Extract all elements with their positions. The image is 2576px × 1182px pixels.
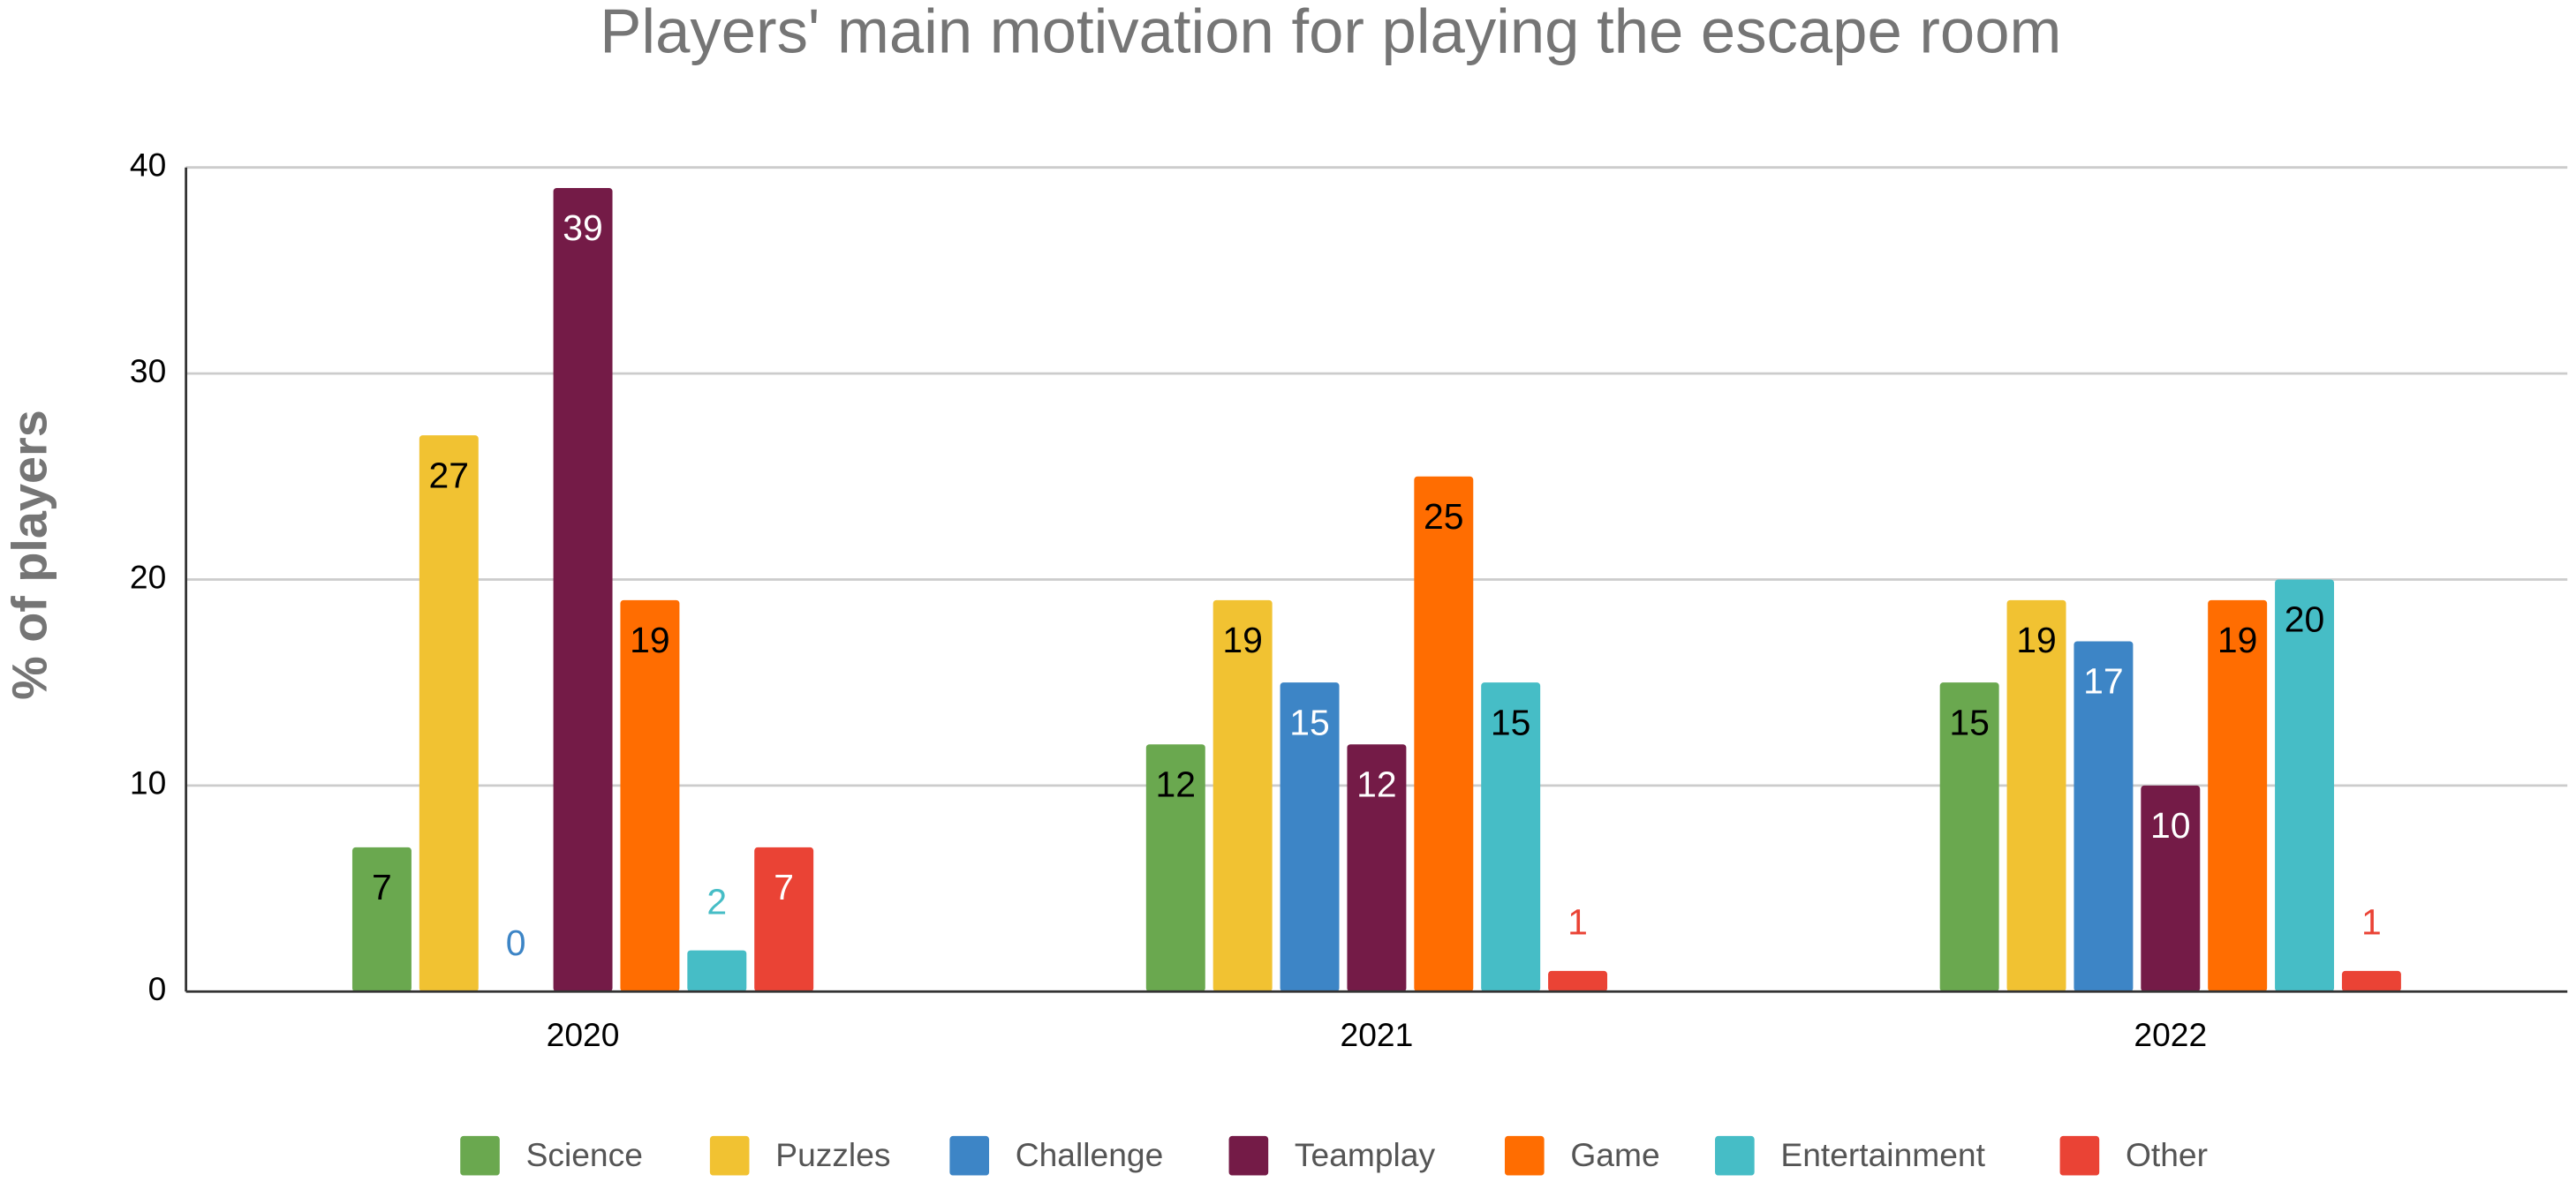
bar [1280,682,1340,992]
bar [2074,641,2134,992]
data-label: 19 [1222,620,1263,660]
x-tick-label: 2021 [1341,1016,1414,1053]
legend-swatch [949,1135,990,1176]
y-tick-label: 30 [130,352,166,389]
data-label: 7 [372,867,392,907]
bar [1212,599,1273,992]
y-tick-label: 20 [130,558,166,595]
bar [687,950,747,992]
x-tick-label: 2020 [547,1016,620,1053]
bar [2341,970,2401,992]
data-label: 19 [630,620,670,660]
bar [1414,476,1474,992]
legend-label: Challenge [1016,1136,1163,1173]
data-label: 1 [1568,902,1588,943]
data-label: 15 [1289,702,1330,742]
legend-swatch [1228,1135,1269,1176]
legend-label: Entertainment [1780,1136,1985,1173]
bar [1347,744,1407,992]
legend-label: Science [526,1136,643,1173]
data-label: 20 [2285,599,2325,640]
data-label: 15 [1949,702,1990,742]
legend-swatch [1504,1135,1545,1176]
data-label: 7 [774,867,794,907]
bar [2275,579,2335,992]
bar [2006,599,2066,992]
bar [553,188,613,992]
y-tick-label: 10 [130,764,166,802]
bar [2208,599,2268,992]
legend-label: Puzzles [775,1136,890,1173]
data-label: 12 [1356,764,1397,804]
bar [2141,785,2201,992]
legend-swatch [460,1135,500,1176]
legend-label: Game [1570,1136,1659,1173]
legend-label: Other [2126,1136,2208,1173]
bar [1548,970,1608,992]
legend-swatch [709,1135,750,1176]
data-label: 39 [563,207,603,248]
data-label: 0 [506,922,526,963]
y-axis-label: % of players [1,410,57,700]
bar [1939,682,1999,992]
data-label: 2 [706,881,727,922]
legend-swatch [1715,1135,1755,1176]
bar [1481,682,1541,992]
data-label: 15 [1491,702,1531,742]
bar [419,435,479,992]
legend-swatch [2059,1135,2100,1176]
bar [754,847,814,992]
data-label: 19 [2217,620,2258,660]
data-label: 1 [2361,902,2382,943]
data-label: 19 [2016,620,2057,660]
legend-label: Teamplay [1295,1136,1436,1173]
x-tick-label: 2022 [2134,1016,2207,1053]
y-tick-label: 0 [148,970,167,1007]
data-label: 10 [2150,805,2191,846]
bar [351,847,412,992]
data-label: 27 [429,455,470,495]
y-tick-label: 40 [130,147,166,184]
chart-title: Players' main motivation for playing the… [600,0,2061,66]
data-label: 25 [1424,496,1464,537]
data-label: 12 [1156,764,1197,804]
bar [1145,744,1205,992]
data-label: 17 [2083,661,2124,702]
bar [620,599,680,992]
